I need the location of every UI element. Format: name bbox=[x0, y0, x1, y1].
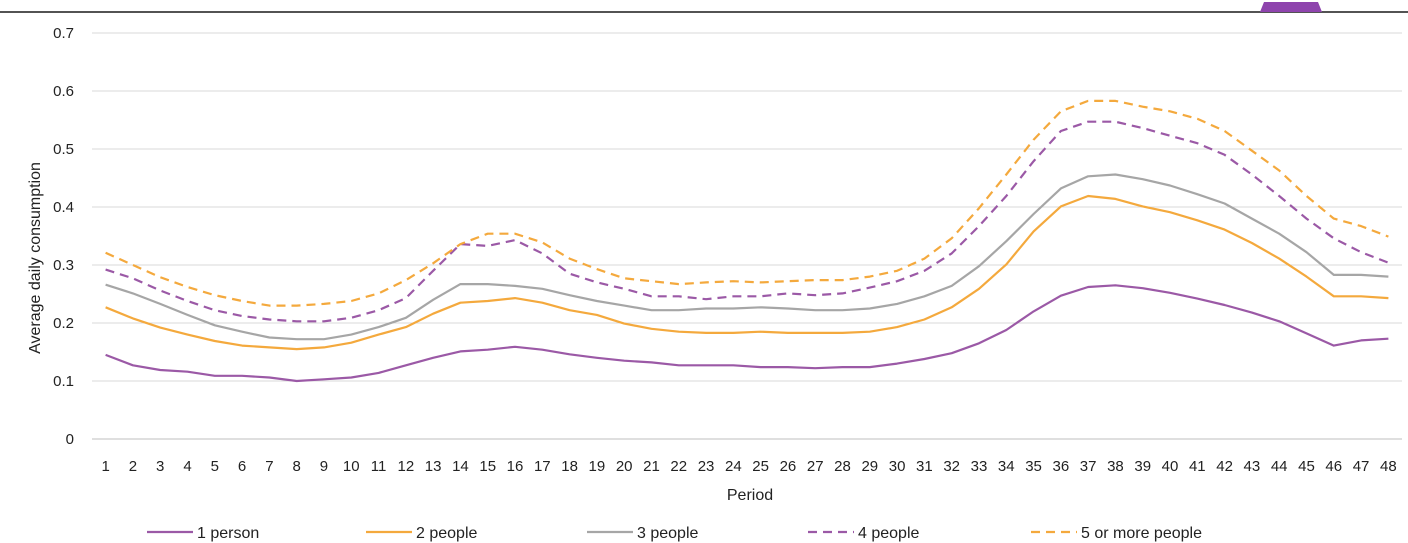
x-tick-label: 44 bbox=[1271, 458, 1288, 475]
x-tick-label: 33 bbox=[971, 458, 988, 475]
x-tick-label: 7 bbox=[265, 458, 273, 475]
x-tick-label: 30 bbox=[889, 458, 906, 475]
x-tick-label: 11 bbox=[371, 458, 387, 475]
x-tick-label: 47 bbox=[1353, 458, 1370, 475]
legend-label-2: 2 people bbox=[416, 525, 477, 542]
x-tick-label: 2 bbox=[129, 458, 137, 475]
y-tick-label: 0.4 bbox=[53, 199, 74, 216]
series-line-5 bbox=[105, 99, 1389, 307]
x-tick-label: 10 bbox=[343, 458, 360, 475]
y-axis-title: Average daily consumption bbox=[27, 162, 44, 354]
x-axis-title: Period bbox=[727, 487, 773, 504]
x-tick-label: 6 bbox=[238, 458, 246, 475]
x-tick-label: 15 bbox=[479, 458, 496, 475]
x-tick-label: 14 bbox=[452, 458, 469, 475]
x-tick-label: 1 bbox=[101, 458, 109, 475]
x-tick-label: 48 bbox=[1380, 458, 1397, 475]
legend-label-3: 3 people bbox=[637, 525, 698, 542]
corner-logo bbox=[1260, 2, 1322, 12]
x-tick-label: 41 bbox=[1189, 458, 1206, 475]
x-tick-label: 45 bbox=[1298, 458, 1315, 475]
x-tick-labels: 1 2 3 4 5 6 7 8 9 10 11 12 13 14 15 16 17 18 19 20 21 22 23 24 2… bbox=[101, 458, 1396, 475]
x-tick-label: 26 bbox=[780, 458, 797, 475]
x-tick-label: 31 bbox=[916, 458, 933, 475]
x-tick-label: 5 bbox=[211, 458, 219, 475]
x-tick-label: 40 bbox=[1162, 458, 1179, 475]
legend-label-5: 5 or more people bbox=[1081, 525, 1202, 542]
x-tick-label: 18 bbox=[561, 458, 578, 475]
y-tick-labels: 0 0.1 0.2 0.3 0.4 0.5 0.6 0.7 bbox=[53, 25, 74, 448]
series-line-3 bbox=[105, 173, 1389, 341]
series-lines bbox=[105, 99, 1389, 383]
x-tick-label: 24 bbox=[725, 458, 742, 475]
x-tick-label: 27 bbox=[807, 458, 824, 475]
x-tick-label: 9 bbox=[320, 458, 328, 475]
x-tick-label: 43 bbox=[1244, 458, 1261, 475]
x-tick-label: 23 bbox=[698, 458, 715, 475]
gridlines bbox=[92, 32, 1402, 440]
x-tick-label: 20 bbox=[616, 458, 633, 475]
x-tick-label: 39 bbox=[1134, 458, 1151, 475]
x-tick-label: 36 bbox=[1053, 458, 1070, 475]
x-tick-label: 46 bbox=[1325, 458, 1342, 475]
x-tick-label: 22 bbox=[670, 458, 687, 475]
x-tick-label: 28 bbox=[834, 458, 851, 475]
x-tick-label: 35 bbox=[1025, 458, 1042, 475]
x-tick-label: 3 bbox=[156, 458, 164, 475]
x-tick-label: 25 bbox=[752, 458, 769, 475]
x-tick-label: 37 bbox=[1080, 458, 1097, 475]
legend-label-4: 4 people bbox=[858, 525, 919, 542]
y-tick-label: 0.7 bbox=[53, 25, 74, 42]
x-tick-label: 12 bbox=[398, 458, 415, 475]
y-tick-label: 0.3 bbox=[53, 257, 74, 274]
series-line-1 bbox=[105, 284, 1389, 383]
legend: 1 person 2 people 3 people 4 people 5 or mor… bbox=[147, 525, 1202, 542]
x-tick-label: 38 bbox=[1107, 458, 1124, 475]
y-tick-label: 0 bbox=[66, 431, 74, 448]
y-tick-label: 0.1 bbox=[53, 373, 74, 390]
x-tick-label: 17 bbox=[534, 458, 551, 475]
x-tick-label: 4 bbox=[183, 458, 191, 475]
x-tick-label: 19 bbox=[589, 458, 606, 475]
series-line-4 bbox=[105, 120, 1389, 323]
x-tick-label: 8 bbox=[293, 458, 301, 475]
y-tick-label: 0.6 bbox=[53, 83, 74, 100]
x-tick-label: 32 bbox=[943, 458, 960, 475]
x-tick-label: 42 bbox=[1216, 458, 1233, 475]
x-tick-label: 34 bbox=[998, 458, 1015, 475]
x-tick-label: 13 bbox=[425, 458, 442, 475]
x-tick-label: 16 bbox=[507, 458, 524, 475]
y-tick-label: 0.2 bbox=[53, 315, 74, 332]
series-line-2 bbox=[105, 194, 1389, 351]
x-tick-label: 29 bbox=[861, 458, 878, 475]
y-tick-label: 0.5 bbox=[53, 141, 74, 158]
legend-label-1: 1 person bbox=[197, 525, 259, 542]
x-tick-label: 21 bbox=[643, 458, 660, 475]
